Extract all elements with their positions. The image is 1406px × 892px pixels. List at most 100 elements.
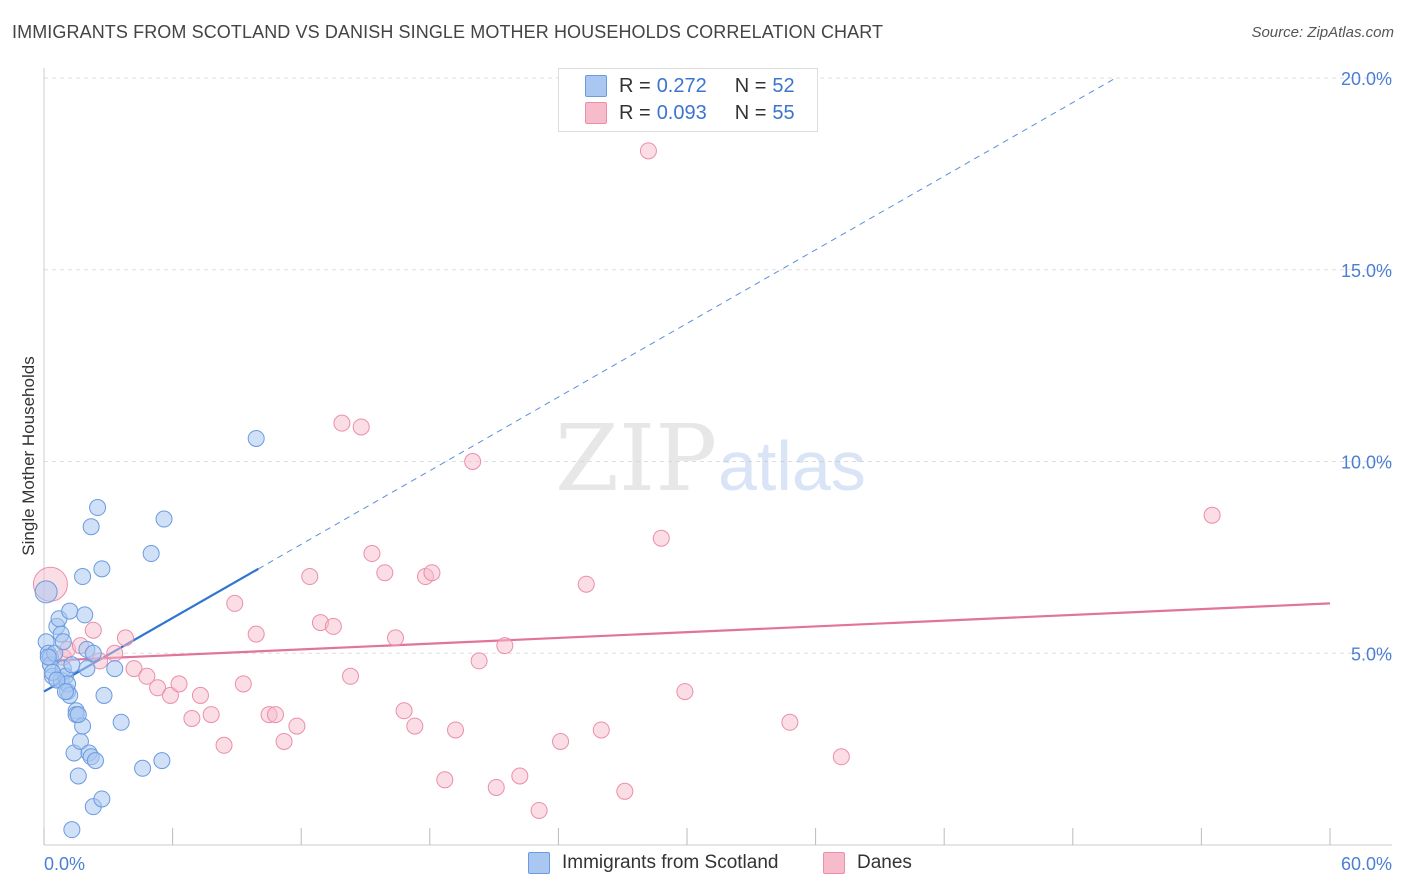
point-scotland	[56, 683, 74, 701]
point-danes	[470, 652, 488, 670]
point-danes	[676, 683, 694, 701]
point-danes	[341, 667, 359, 685]
point-danes	[592, 721, 610, 739]
watermark-atlas: atlas	[718, 427, 866, 505]
point-danes	[447, 721, 465, 739]
point-danes	[781, 713, 799, 731]
point-danes	[275, 732, 293, 750]
point-scotland	[78, 660, 96, 678]
series-legend: Immigrants from Scotland Danes	[0, 850, 1406, 878]
point-danes	[639, 142, 657, 160]
point-scotland	[86, 752, 104, 770]
point-danes	[333, 414, 351, 432]
legend-item-danes[interactable]: Danes	[823, 852, 912, 874]
point-scotland	[63, 656, 81, 674]
legend-n-value: 52	[772, 74, 795, 97]
legend-label: Immigrants from Scotland	[562, 852, 779, 873]
point-danes	[266, 706, 284, 724]
point-scotland	[76, 606, 94, 624]
point-scotland	[69, 767, 87, 785]
legend-row-scotland: R = 0.272 N = 52	[585, 73, 795, 99]
legend-row-danes: R = 0.093 N = 55	[585, 100, 795, 126]
point-danes	[652, 529, 670, 547]
legend-swatch-blue	[528, 852, 550, 874]
point-danes	[423, 564, 441, 582]
point-danes	[106, 644, 124, 662]
legend-item-scotland[interactable]: Immigrants from Scotland	[528, 852, 778, 874]
chart-title: IMMIGRANTS FROM SCOTLAND VS DANISH SINGL…	[12, 22, 884, 42]
point-scotland	[153, 752, 171, 770]
point-danes	[406, 717, 424, 735]
x-tick-labels: 0.0% 60.0%	[44, 854, 1392, 874]
point-danes	[202, 706, 220, 724]
point-danes	[1203, 506, 1221, 524]
point-danes	[487, 778, 505, 796]
legend-r-value: 0.272	[656, 74, 707, 97]
axes	[43, 68, 1392, 846]
point-danes	[436, 771, 454, 789]
data-points	[32, 142, 1221, 839]
x-tick-label: 0.0%	[44, 854, 85, 874]
point-danes	[247, 625, 265, 643]
point-scotland	[93, 790, 111, 808]
point-danes	[125, 660, 143, 678]
point-scotland	[34, 580, 58, 604]
point-danes	[161, 686, 179, 704]
point-scotland	[112, 713, 130, 731]
point-scotland	[54, 633, 72, 651]
point-danes	[170, 675, 188, 693]
point-scotland	[39, 648, 57, 666]
point-scotland	[89, 499, 107, 517]
point-scotland	[247, 429, 265, 447]
point-danes	[464, 453, 482, 470]
point-danes	[616, 782, 634, 800]
source-label: Source: ZipAtlas.com	[1251, 24, 1394, 41]
point-scotland	[84, 644, 102, 662]
point-scotland	[134, 759, 152, 777]
point-danes	[577, 575, 595, 593]
point-danes	[352, 418, 370, 436]
point-scotland	[95, 686, 113, 704]
y-tick-label: 10.0%	[1341, 453, 1392, 473]
point-danes	[324, 617, 342, 635]
legend-r-value: 0.093	[656, 101, 707, 124]
point-danes	[215, 736, 233, 754]
point-danes	[149, 679, 167, 697]
legend-n-label: N =	[734, 74, 767, 97]
point-danes	[511, 767, 529, 785]
point-danes	[234, 675, 252, 693]
point-danes	[226, 594, 244, 612]
correlation-legend: R = 0.272 N = 52 R = 0.093 N = 55	[558, 68, 818, 132]
point-scotland	[142, 545, 160, 563]
point-danes	[138, 667, 156, 685]
legend-swatch-pink	[585, 102, 607, 124]
legend-n-label: N =	[734, 101, 767, 124]
y-tick-label: 20.0%	[1341, 69, 1392, 89]
point-scotland	[74, 568, 92, 586]
point-scotland	[48, 671, 66, 689]
point-danes	[363, 545, 381, 563]
point-danes	[376, 564, 394, 582]
y-tick-label: 15.0%	[1341, 261, 1392, 281]
point-danes	[191, 686, 209, 704]
point-danes	[530, 801, 548, 819]
point-danes	[496, 637, 514, 655]
point-danes	[116, 629, 134, 647]
point-scotland	[106, 660, 124, 678]
y-axis-label: Single Mother Households	[19, 356, 38, 555]
x-tick-label: 60.0%	[1341, 854, 1392, 874]
legend-r-label: R =	[619, 74, 651, 97]
point-danes	[84, 621, 102, 639]
point-scotland	[82, 518, 100, 536]
point-danes	[387, 629, 405, 647]
legend-swatch-pink	[823, 852, 845, 874]
y-tick-labels: 5.0% 10.0% 15.0% 20.0%	[1341, 69, 1392, 664]
legend-swatch-blue	[585, 75, 607, 97]
legend-label: Danes	[857, 852, 912, 873]
point-danes	[552, 732, 570, 750]
point-danes	[183, 709, 201, 727]
watermark-zip: ZIP	[555, 405, 717, 512]
y-tick-label: 5.0%	[1351, 644, 1392, 664]
point-danes	[832, 748, 850, 766]
